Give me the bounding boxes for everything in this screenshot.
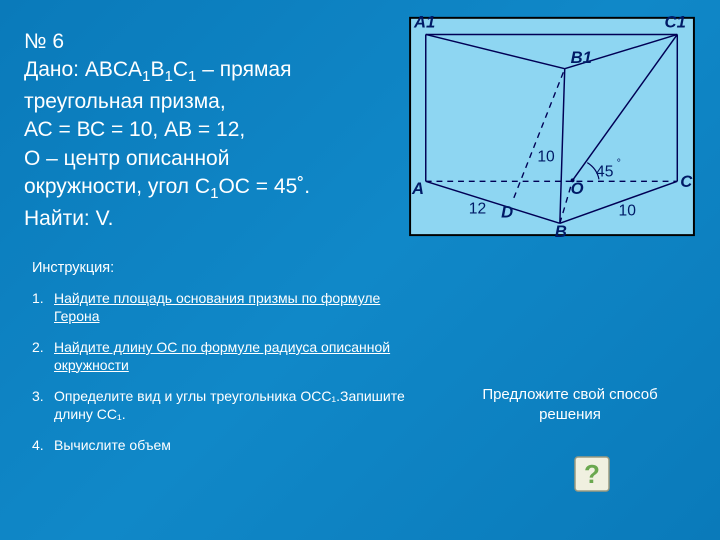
problem-line4: О – центр описанной xyxy=(24,145,404,173)
problem-number: № 6 xyxy=(24,28,404,56)
label-D: D xyxy=(501,202,513,221)
problem-line3: АС = ВС = 10, АВ = 12, xyxy=(24,116,404,144)
svg-text:?: ? xyxy=(584,459,600,489)
label-O: O xyxy=(571,179,584,198)
instruction-text: Найдите длину ОС по формуле радиуса опис… xyxy=(54,339,390,373)
help-button[interactable]: ? xyxy=(574,456,610,492)
label-45deg: ° xyxy=(617,158,621,170)
problem-line1: Дано: ABCA1B1C1 – прямая xyxy=(24,56,404,88)
label-C: C xyxy=(680,172,693,191)
prism-diagram: A1 C1 B1 A C O D B 10 10 12 45 ° xyxy=(405,10,700,240)
label-12: 12 xyxy=(469,201,486,218)
instruction-text: Вычислите объем xyxy=(54,437,171,453)
label-B: B xyxy=(555,222,567,240)
instructions-block: Инструкция: Найдите площадь основания пр… xyxy=(32,260,422,469)
instructions-list: Найдите площадь основания призмы по форм… xyxy=(32,290,422,455)
question-mark-icon: ? xyxy=(574,456,610,492)
txt: ОС = 45˚. xyxy=(218,175,310,198)
instruction-item: Найдите длину ОС по формуле радиуса опис… xyxy=(32,339,422,374)
txt: Дано: ABCA xyxy=(24,58,142,81)
problem-statement: № 6 Дано: ABCA1B1C1 – прямая треугольная… xyxy=(24,28,404,233)
label-10b: 10 xyxy=(619,203,637,220)
label-A1: A1 xyxy=(413,13,435,32)
diagram-frame xyxy=(410,18,694,235)
label-C1: C1 xyxy=(665,13,686,32)
label-A: A xyxy=(411,179,424,198)
instruction-text: Найдите площадь основания призмы по форм… xyxy=(54,290,380,324)
txt: – прямая xyxy=(196,58,291,81)
problem-line2: треугольная призма, xyxy=(24,88,404,116)
instructions-title: Инструкция: xyxy=(32,260,422,276)
problem-line6: Найти: V. xyxy=(24,205,404,233)
instruction-text: Определите вид и углы треугольника ОСС₁.… xyxy=(54,388,405,422)
instruction-item: Определите вид и углы треугольника ОСС₁.… xyxy=(32,388,422,423)
instruction-item: Найдите площадь основания призмы по форм… xyxy=(32,290,422,325)
label-45: 45 xyxy=(596,163,614,180)
label-10a: 10 xyxy=(537,149,555,166)
label-B1: B1 xyxy=(571,48,592,67)
problem-line5: окружности, угол С1ОС = 45˚. xyxy=(24,173,404,205)
instruction-item: Вычислите объем xyxy=(32,437,422,455)
txt: окружности, угол С xyxy=(24,175,210,198)
txt: B xyxy=(150,58,164,81)
txt: C xyxy=(173,58,188,81)
suggest-text: Предложите свой способ решения xyxy=(480,385,660,424)
